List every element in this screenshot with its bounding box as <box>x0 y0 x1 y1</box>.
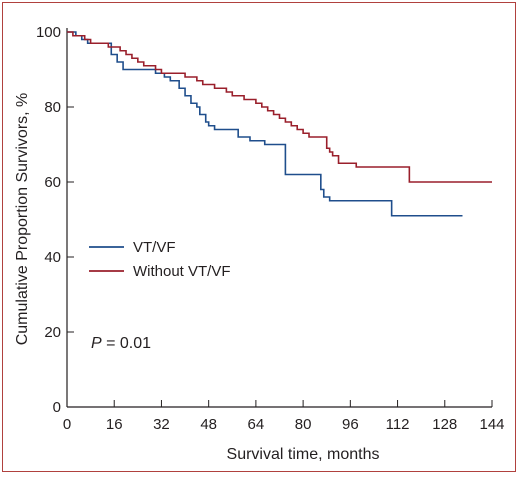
x-tick-label: 128 <box>432 416 457 433</box>
x-tick-label: 144 <box>479 416 504 433</box>
x-tick-label: 64 <box>248 416 265 433</box>
axes: 0 16 32 48 64 80 96 112 128 144 0 20 40 60 80 100 <box>36 24 505 433</box>
x-tick-label: 48 <box>200 416 217 433</box>
x-tick-label: 80 <box>295 416 312 433</box>
x-tick-label: 0 <box>63 416 71 433</box>
series-line-1 <box>67 31 492 183</box>
legend-label-1: Without VT/VF <box>133 263 231 280</box>
x-tick-label: 96 <box>342 416 359 433</box>
x-axis-label: Survival time, months <box>227 446 380 463</box>
x-tick-label: 32 <box>153 416 170 433</box>
x-tick-label: 16 <box>106 416 123 433</box>
legend: VT/VF Without VT/VF <box>89 239 231 280</box>
y-tick-label: 60 <box>44 174 61 191</box>
p-value-annotation: P = 0.01 <box>91 335 151 352</box>
y-axis-label: Cumulative Proportion Survivors, % <box>14 93 31 346</box>
series-layer <box>67 31 492 217</box>
x-tick-label: 112 <box>386 416 410 433</box>
legend-label-0: VT/VF <box>133 239 176 256</box>
y-tick-label: 40 <box>44 249 61 266</box>
y-tick-label: 0 <box>53 399 61 416</box>
y-tick-label: 20 <box>44 324 61 341</box>
y-tick-label: 100 <box>36 24 61 41</box>
figure-frame <box>2 2 516 472</box>
series-line-0 <box>67 31 463 217</box>
y-tick-label: 80 <box>44 99 61 116</box>
